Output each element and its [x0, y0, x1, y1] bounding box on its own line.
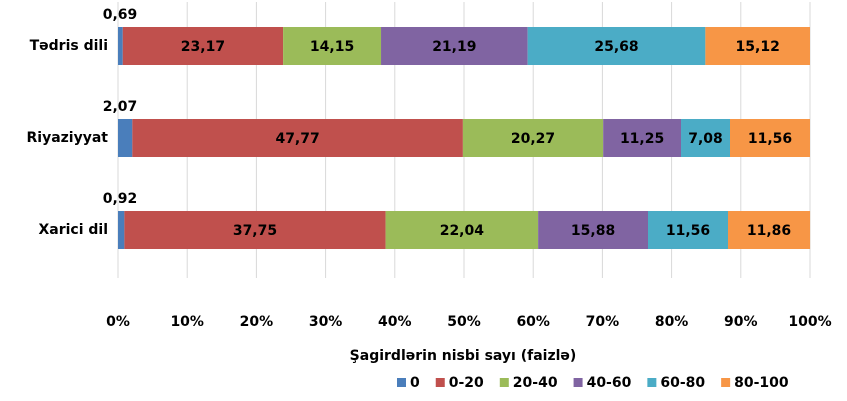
bar-segment	[730, 119, 810, 157]
data-label: 37,75	[233, 223, 277, 239]
data-label: 47,77	[275, 131, 319, 147]
bar-segment	[118, 27, 123, 65]
x-tick-label: 100%	[788, 314, 831, 330]
data-label: 11,25	[620, 131, 664, 147]
legend-swatch	[397, 378, 406, 387]
y-tick-label: Tədris dili	[30, 38, 108, 54]
bar-segment	[385, 211, 539, 249]
x-tick-label: 70%	[586, 314, 620, 330]
legend-swatch	[435, 378, 445, 387]
data-label: 25,68	[594, 39, 638, 55]
x-tick-label: 0%	[106, 314, 130, 330]
data-label: 15,12	[736, 39, 780, 55]
legend-swatch	[499, 378, 509, 387]
bar-segment	[462, 119, 604, 157]
data-label: 11,86	[747, 223, 791, 239]
bar-segment	[681, 119, 731, 157]
bar-segment	[727, 211, 811, 249]
legend-label: 20-40	[513, 375, 558, 391]
bar-segment	[132, 119, 463, 157]
y-tick-label: Riyaziyyat	[27, 130, 109, 146]
legend-label: 0-20	[449, 375, 484, 391]
data-label: 0,92	[103, 191, 138, 207]
data-label: 11,56	[666, 223, 710, 239]
data-label: 15,88	[571, 223, 615, 239]
bar-segment	[122, 27, 284, 65]
data-label: 23,17	[181, 39, 225, 55]
legend-swatch	[721, 378, 731, 387]
bar-segment	[118, 119, 133, 157]
bar-segment	[527, 27, 706, 65]
data-label: 21,19	[432, 39, 476, 55]
x-tick-label: 80%	[655, 314, 689, 330]
bar-segment	[648, 211, 728, 249]
legend-label: 80-100	[734, 375, 789, 391]
x-tick-label: 50%	[447, 314, 481, 330]
x-tick-label: 10%	[170, 314, 204, 330]
data-label: 0,69	[103, 7, 138, 23]
x-tick-label: 40%	[378, 314, 412, 330]
data-label: 11,56	[748, 131, 792, 147]
bar-segment	[705, 27, 810, 65]
x-tick-label: 90%	[724, 314, 758, 330]
data-label: 20,27	[511, 131, 555, 147]
bar-segment	[381, 27, 528, 65]
data-label: 7,08	[688, 131, 723, 147]
bar-segment	[118, 211, 125, 249]
x-axis-title: Şagirdlərin nisbi sayı (faizlə)	[350, 348, 577, 364]
legend-label: 40-60	[587, 375, 632, 391]
bar-segment	[283, 27, 382, 65]
legend-label: 60-80	[660, 375, 705, 391]
data-label: 2,07	[103, 99, 138, 115]
bar-segment	[603, 119, 682, 157]
x-tick-label: 30%	[309, 314, 343, 330]
bar-segment	[124, 211, 386, 249]
legend-label: 0	[410, 375, 420, 391]
data-label: 14,15	[310, 39, 354, 55]
bar-segment	[538, 211, 649, 249]
data-label: 22,04	[440, 223, 485, 239]
x-tick-label: 60%	[516, 314, 550, 330]
y-tick-label: Xarici dil	[38, 222, 108, 238]
legend-swatch	[647, 378, 657, 387]
legend-swatch	[573, 378, 583, 387]
x-tick-label: 20%	[240, 314, 274, 330]
